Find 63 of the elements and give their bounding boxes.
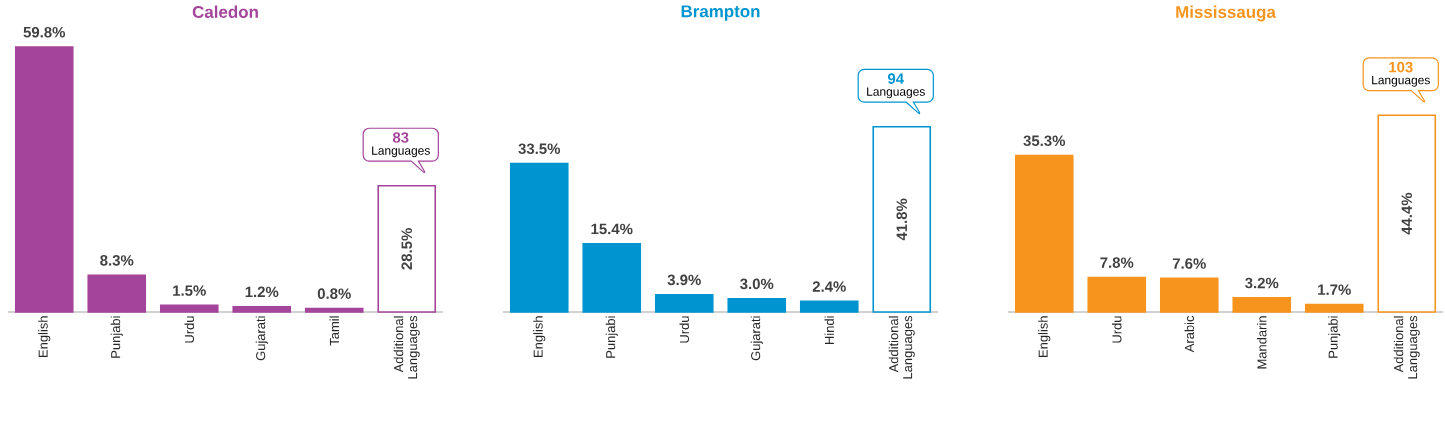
x-tick-label: Urdu — [184, 316, 194, 343]
bar — [232, 305, 292, 313]
x-tick-label: Mandarin — [1257, 316, 1267, 369]
data-label: 28.5% — [401, 228, 413, 270]
annotation: 83 — [392, 132, 409, 143]
x-tick-label: Punjabi — [605, 316, 618, 358]
x-tick-label: Gujarati — [750, 316, 763, 361]
bar — [87, 274, 147, 313]
data-label: 3.0% — [740, 278, 774, 290]
text: Languages — [1372, 75, 1430, 87]
bar — [1377, 114, 1437, 313]
bar — [727, 297, 787, 313]
data-label: 33.5% — [518, 143, 561, 155]
x-tick-label: Gujarati — [255, 316, 268, 361]
chart-title: Caledon — [192, 5, 258, 18]
x-tick-label: Arabic — [1184, 315, 1195, 353]
x-tick-label: Additional Languages — [1393, 315, 1420, 379]
bar — [509, 162, 569, 313]
data-label: 7.8% — [1100, 257, 1134, 268]
x-tick-label: Additional Languages — [888, 315, 915, 379]
x-tick-label: Punjabi — [1328, 316, 1341, 358]
data-label: 35.3% — [1023, 135, 1066, 147]
data-label: 1.5% — [173, 285, 206, 296]
annotation: Languages — [372, 146, 430, 158]
bar — [1087, 276, 1147, 313]
x-tick-label: Urdu — [1112, 316, 1122, 343]
chart-title: Mississauga — [1176, 5, 1276, 22]
data-label: 15.4% — [591, 223, 633, 235]
x-tick-label: Urdu — [679, 316, 690, 343]
x-tick-label: Tamil — [329, 316, 339, 346]
bar — [582, 242, 642, 313]
text: 94 — [887, 73, 904, 84]
bar — [654, 293, 714, 313]
x-tick-label: Hindi — [824, 316, 835, 344]
data-label: 2.4% — [812, 281, 846, 292]
x-tick-label: English — [1038, 316, 1051, 357]
data-label: 3.9% — [667, 274, 701, 286]
data-label: 44.4% — [1401, 192, 1413, 235]
chart-title: Brampton — [681, 5, 760, 21]
bar — [799, 300, 859, 313]
data-label: 1.7% — [1318, 284, 1351, 295]
bar — [1159, 277, 1219, 313]
bar — [304, 307, 364, 313]
data-label: 41.8% — [896, 198, 908, 241]
text: 103 — [1389, 61, 1413, 73]
data-label: 8.3% — [100, 255, 134, 266]
bar — [872, 125, 932, 313]
data-label: 0.8% — [317, 288, 351, 299]
bar — [1304, 303, 1364, 313]
bar — [1014, 154, 1074, 313]
data-label: 59.8% — [23, 26, 66, 38]
data-label: 3.2% — [1245, 277, 1279, 289]
bar — [377, 184, 437, 313]
x-tick-label: Additional Languages — [393, 315, 420, 379]
x-tick-label: English — [38, 316, 51, 357]
data-label: 7.6% — [1172, 258, 1206, 269]
x-tick-label: English — [533, 316, 546, 357]
data-label: 1.2% — [245, 286, 279, 298]
bar — [14, 46, 74, 313]
bar — [159, 304, 219, 313]
x-tick-label: Punjabi — [110, 316, 123, 358]
bar — [1232, 297, 1292, 313]
text: Languages — [867, 87, 925, 99]
